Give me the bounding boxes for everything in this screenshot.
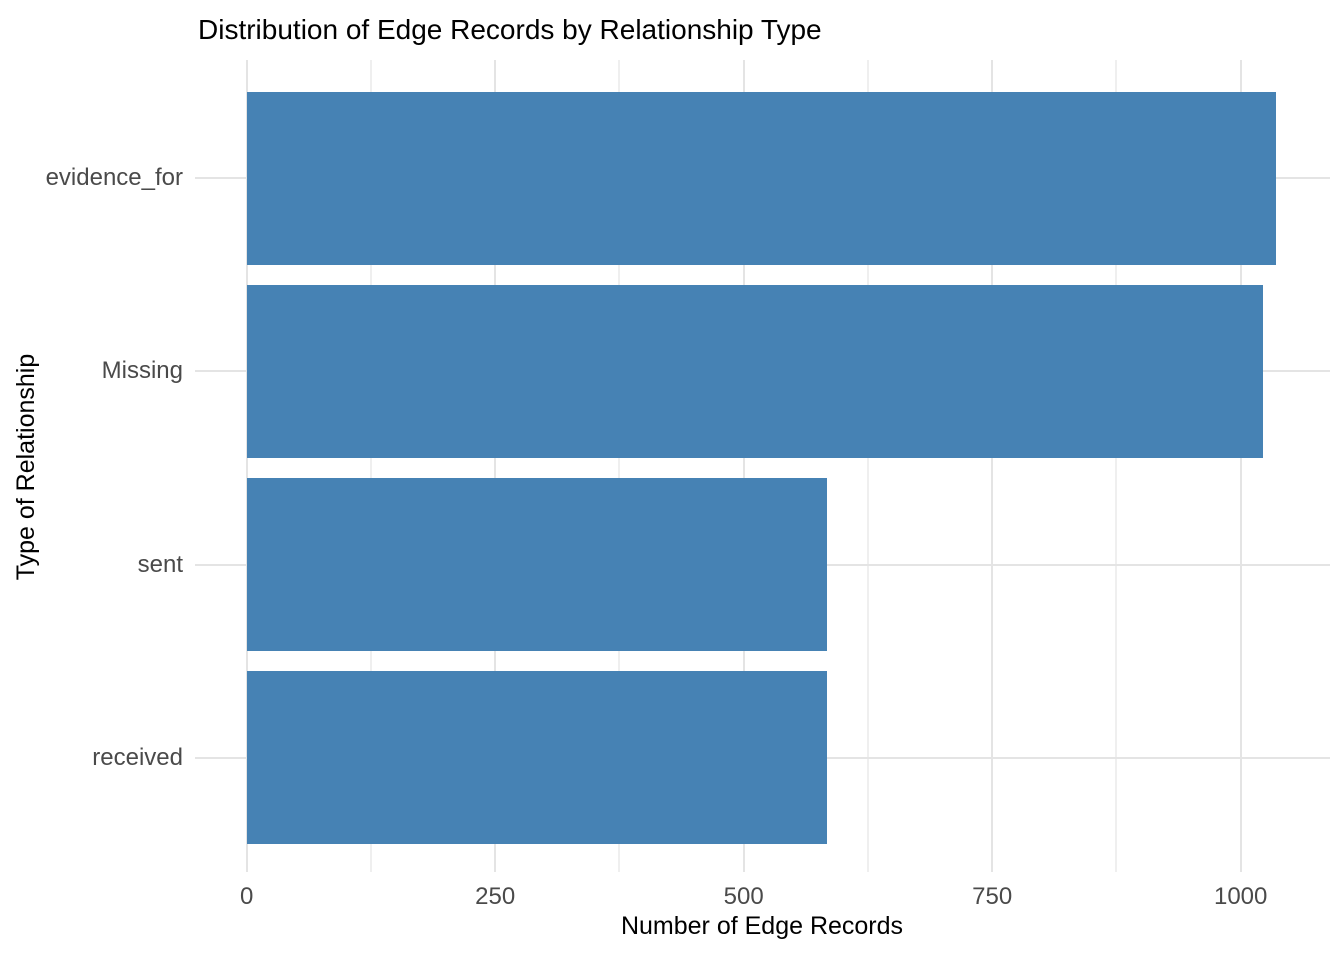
y-tick-label: received [92, 743, 183, 771]
x-minor-gridline [369, 60, 372, 872]
plot-area [195, 60, 1330, 872]
bar-received [246, 671, 828, 845]
y-axis-title: Type of Relationship [12, 353, 40, 581]
x-minor-gridline [1115, 60, 1118, 872]
x-tick-label: 250 [475, 883, 516, 910]
x-tick-label: 1000 [1213, 883, 1268, 910]
x-tick-label: 750 [972, 883, 1013, 910]
x-major-gridline [1239, 60, 1242, 872]
x-major-gridline [742, 60, 745, 872]
bar-evidence_for [246, 91, 1277, 265]
x-major-gridline [245, 60, 248, 872]
x-major-gridline [991, 60, 994, 872]
x-minor-gridline [866, 60, 869, 872]
y-tick-label: Missing [101, 357, 183, 385]
y-tick-label: sent [137, 550, 183, 578]
x-tick-label: 0 [240, 883, 254, 910]
x-axis-title: Number of Edge Records [620, 912, 904, 940]
x-tick-label: 500 [723, 883, 764, 910]
chart-title: Distribution of Edge Records by Relation… [198, 14, 822, 45]
x-minor-gridline [618, 60, 621, 872]
x-major-gridline [494, 60, 497, 872]
bar-sent [246, 478, 828, 652]
bar-Missing [246, 284, 1263, 458]
y-tick-label: evidence_for [45, 164, 183, 191]
